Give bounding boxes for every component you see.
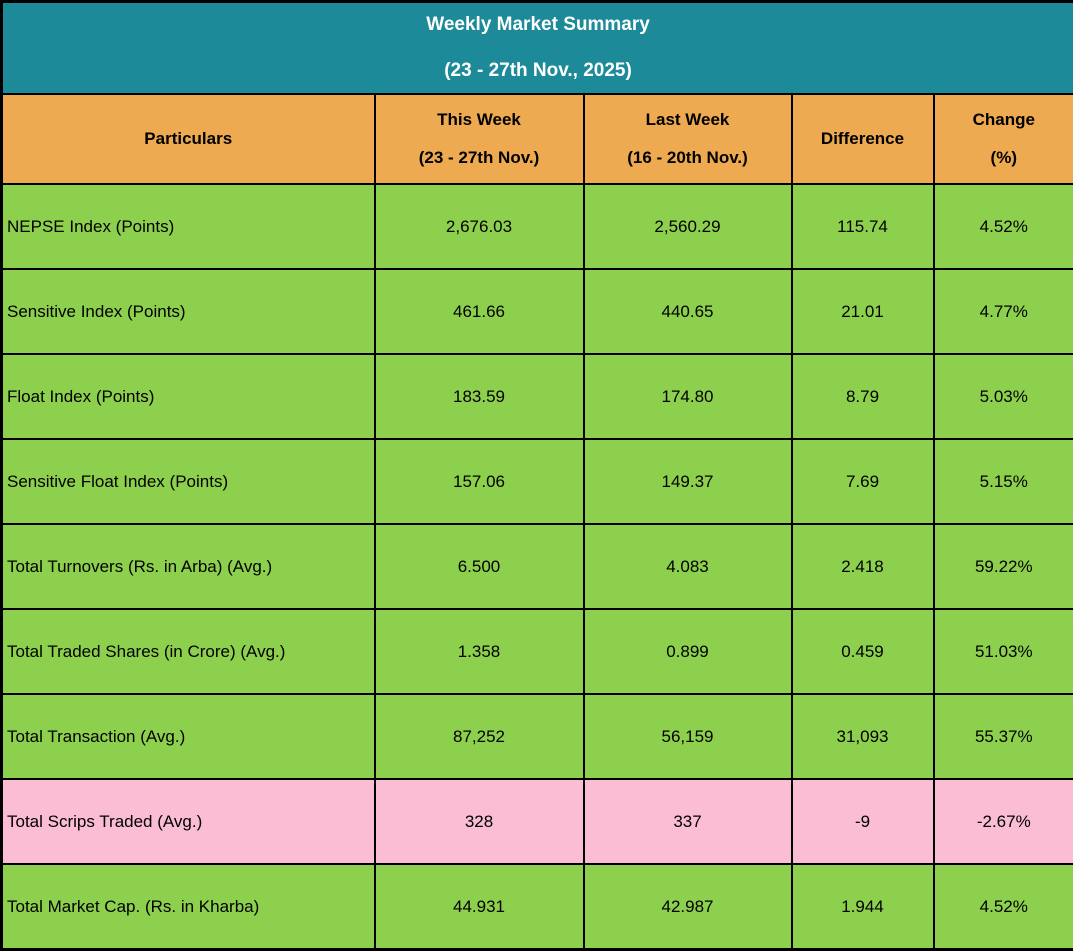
title-line-1: Weekly Market Summary xyxy=(426,14,650,36)
col-header-last-week: Last Week (16 - 20th Nov.) xyxy=(584,94,792,184)
difference-cell: 31,093 xyxy=(792,694,934,779)
change-cell: -2.67% xyxy=(934,779,1073,864)
table-row-nepse-index: NEPSE Index (Points) 2,676.03 2,560.29 1… xyxy=(2,184,1073,269)
change-cell: 5.03% xyxy=(934,354,1073,439)
col-header-particulars: Particulars xyxy=(2,94,375,184)
difference-cell: 2.418 xyxy=(792,524,934,609)
this-week-cell: 1.358 xyxy=(375,609,584,694)
difference-cell: 8.79 xyxy=(792,354,934,439)
last-week-cell: 0.899 xyxy=(584,609,792,694)
difference-cell: -9 xyxy=(792,779,934,864)
this-week-cell: 157.06 xyxy=(375,439,584,524)
change-cell: 55.37% xyxy=(934,694,1073,779)
difference-cell: 7.69 xyxy=(792,439,934,524)
this-week-cell: 183.59 xyxy=(375,354,584,439)
last-week-cell: 4.083 xyxy=(584,524,792,609)
this-week-cell: 6.500 xyxy=(375,524,584,609)
last-week-cell: 337 xyxy=(584,779,792,864)
col-header-this-week-label: This Week xyxy=(437,110,521,130)
particular-cell: NEPSE Index (Points) xyxy=(2,184,375,269)
particular-cell: Total Traded Shares (in Crore) (Avg.) xyxy=(2,609,375,694)
particular-cell: Total Scrips Traded (Avg.) xyxy=(2,779,375,864)
col-header-difference-label: Difference xyxy=(821,129,904,149)
table-row-float-index: Float Index (Points) 183.59 174.80 8.79 … xyxy=(2,354,1073,439)
table-title: Weekly Market Summary (23 - 27th Nov., 2… xyxy=(3,3,1073,93)
this-week-cell: 44.931 xyxy=(375,864,584,950)
change-cell: 51.03% xyxy=(934,609,1073,694)
table-row-total-transaction: Total Transaction (Avg.) 87,252 56,159 3… xyxy=(2,694,1073,779)
col-header-change-label: Change xyxy=(973,110,1035,130)
title-line-2: (23 - 27th Nov., 2025) xyxy=(444,60,632,82)
this-week-cell: 2,676.03 xyxy=(375,184,584,269)
col-header-this-week-sub: (23 - 27th Nov.) xyxy=(419,148,540,168)
col-header-change-sub: (%) xyxy=(991,148,1017,168)
this-week-cell: 461.66 xyxy=(375,269,584,354)
last-week-cell: 174.80 xyxy=(584,354,792,439)
difference-cell: 0.459 xyxy=(792,609,934,694)
table-title-cell: Weekly Market Summary (23 - 27th Nov., 2… xyxy=(2,2,1073,95)
last-week-cell: 2,560.29 xyxy=(584,184,792,269)
particular-cell: Total Turnovers (Rs. in Arba) (Avg.) xyxy=(2,524,375,609)
change-cell: 4.52% xyxy=(934,184,1073,269)
table-row-total-traded-shares: Total Traded Shares (in Crore) (Avg.) 1.… xyxy=(2,609,1073,694)
col-header-particulars-label: Particulars xyxy=(144,129,232,149)
difference-cell: 21.01 xyxy=(792,269,934,354)
table-row-total-market-cap: Total Market Cap. (Rs. in Kharba) 44.931… xyxy=(2,864,1073,950)
last-week-cell: 149.37 xyxy=(584,439,792,524)
change-cell: 59.22% xyxy=(934,524,1073,609)
particular-cell: Sensitive Index (Points) xyxy=(2,269,375,354)
this-week-cell: 87,252 xyxy=(375,694,584,779)
table-row-sensitive-index: Sensitive Index (Points) 461.66 440.65 2… xyxy=(2,269,1073,354)
table-row-total-scrips-traded: Total Scrips Traded (Avg.) 328 337 -9 -2… xyxy=(2,779,1073,864)
difference-cell: 1.944 xyxy=(792,864,934,950)
particular-cell: Sensitive Float Index (Points) xyxy=(2,439,375,524)
last-week-cell: 440.65 xyxy=(584,269,792,354)
title-row: Weekly Market Summary (23 - 27th Nov., 2… xyxy=(2,2,1073,95)
column-header-row: Particulars This Week (23 - 27th Nov.) L… xyxy=(2,94,1073,184)
last-week-cell: 42.987 xyxy=(584,864,792,950)
difference-cell: 115.74 xyxy=(792,184,934,269)
table-row-sensitive-float-index: Sensitive Float Index (Points) 157.06 14… xyxy=(2,439,1073,524)
change-cell: 4.52% xyxy=(934,864,1073,950)
col-header-difference: Difference xyxy=(792,94,934,184)
particular-cell: Total Market Cap. (Rs. in Kharba) xyxy=(2,864,375,950)
change-cell: 5.15% xyxy=(934,439,1073,524)
col-header-change: Change (%) xyxy=(934,94,1073,184)
col-header-last-week-sub: (16 - 20th Nov.) xyxy=(627,148,748,168)
change-cell: 4.77% xyxy=(934,269,1073,354)
this-week-cell: 328 xyxy=(375,779,584,864)
particular-cell: Float Index (Points) xyxy=(2,354,375,439)
col-header-last-week-label: Last Week xyxy=(646,110,730,130)
col-header-this-week: This Week (23 - 27th Nov.) xyxy=(375,94,584,184)
last-week-cell: 56,159 xyxy=(584,694,792,779)
particular-cell: Total Transaction (Avg.) xyxy=(2,694,375,779)
table-row-total-turnovers: Total Turnovers (Rs. in Arba) (Avg.) 6.5… xyxy=(2,524,1073,609)
